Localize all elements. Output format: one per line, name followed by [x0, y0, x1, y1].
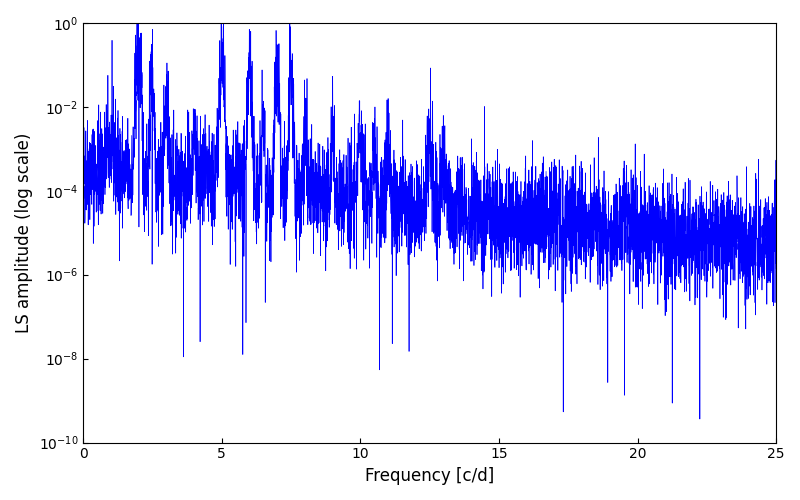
X-axis label: Frequency [c/d]: Frequency [c/d]: [365, 467, 494, 485]
Y-axis label: LS amplitude (log scale): LS amplitude (log scale): [15, 132, 33, 333]
